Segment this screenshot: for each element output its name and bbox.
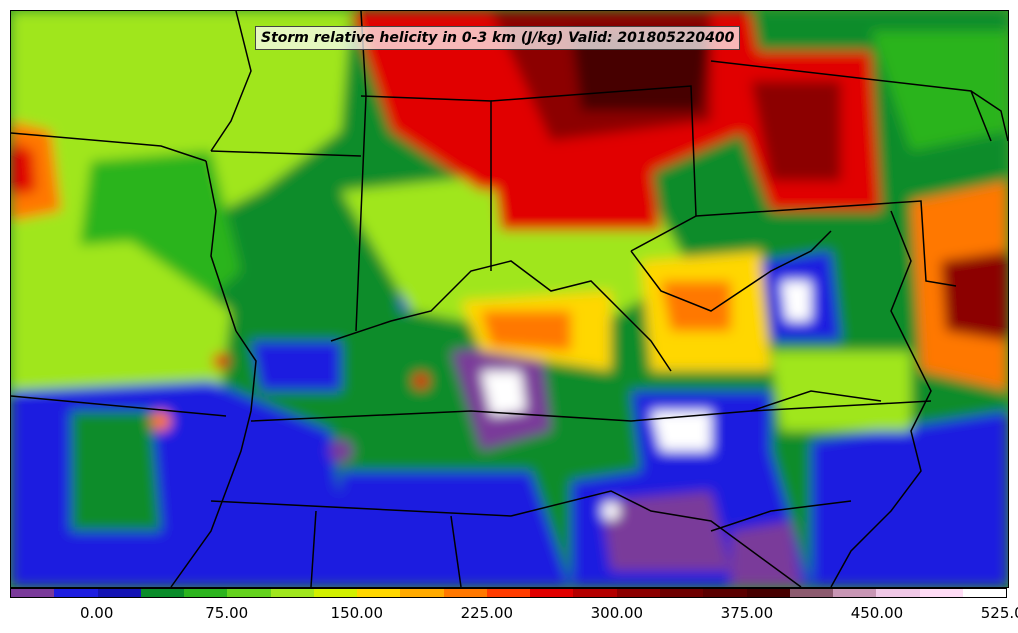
boundary-ia-mn — [11, 132, 207, 162]
colorbar-tick-label: 225.00 — [460, 604, 514, 622]
shade-c-white — [481, 371, 526, 416]
colorbar-swatch — [227, 589, 271, 597]
colorbar-swatch — [443, 589, 487, 597]
shade-storm-1 — [151, 411, 171, 431]
colorbar-swatch — [54, 589, 98, 597]
colorbar-tick-label: 0.00 — [79, 604, 114, 622]
colorbar-swatch — [962, 589, 1007, 597]
shade-tn-white — [651, 411, 711, 451]
colorbar-swatch — [357, 589, 401, 597]
colorbar-swatch — [11, 589, 55, 597]
shade-storm-3 — [329, 439, 353, 463]
helicity-field-map — [11, 11, 1008, 587]
shade-wv-orange — [661, 281, 731, 331]
map-title: Storm relative helicity in 0-3 km (J/kg)… — [255, 26, 741, 50]
shade-e-darkred — [941, 251, 1008, 341]
colorbar — [10, 588, 1007, 598]
colorbar-tick-label: 525.00 — [980, 604, 1018, 622]
shade-ne-green — [871, 31, 1008, 151]
shade-nc-lime — [771, 351, 911, 431]
boundary-ga-sc — [510, 490, 802, 587]
shade-storm-4 — [213, 353, 229, 369]
boundary-nc-sc — [710, 500, 852, 532]
boundary-ky-tn — [250, 400, 932, 422]
colorbar-tick-label: 375.00 — [720, 604, 774, 622]
colorbar-swatch — [703, 589, 747, 597]
shade-w-lime — [11, 241, 231, 391]
boundary-pa-md — [695, 200, 957, 287]
colorbar-swatch — [140, 589, 185, 597]
colorbar-swatch — [833, 589, 877, 597]
colorbar-swatch — [184, 589, 228, 597]
boundary-wi-il — [210, 150, 362, 157]
boundary-tn-ms — [210, 500, 512, 517]
boundary-oh-pa — [490, 85, 697, 252]
shade-se-purple-2 — [731, 521, 801, 587]
shade-west-orange — [11, 121, 61, 221]
shade-c-blue — [251, 341, 341, 391]
colorbar-tick-label: 300.00 — [590, 604, 644, 622]
boundary-atlantic-coast — [830, 210, 932, 587]
colorbar-tick-label: 75.00 — [205, 604, 249, 622]
colorbar-swatch — [530, 589, 574, 597]
shade-pa-darkred — [751, 81, 841, 181]
shade-storm-5 — [602, 502, 620, 520]
colorbar-swatch — [616, 589, 660, 597]
boundary-ohio-river — [330, 260, 672, 372]
shade-west-red — [11, 141, 36, 196]
colorbar-swatch — [659, 589, 704, 597]
shade-oh-red — [491, 161, 661, 231]
colorbar-swatch — [746, 589, 790, 597]
shade-n-maroon — [571, 31, 711, 111]
boundary-wv-va — [630, 230, 832, 312]
shade-se-purple — [601, 491, 731, 571]
state-boundaries — [11, 11, 1008, 587]
colorbar-tick-labels: 0.00 75.00 150.00 225.00 300.00 375.00 450.00 5… — [0, 600, 1018, 624]
boundary-ms-al — [310, 510, 317, 587]
shade-va-white — [781, 281, 811, 321]
colorbar-swatch — [270, 589, 314, 597]
map-area: Storm relative helicity in 0-3 km (J/kg)… — [10, 10, 1009, 588]
colorbar-swatch — [313, 589, 358, 597]
colorbar-swatch — [486, 589, 531, 597]
colorbar-swatch — [400, 589, 444, 597]
boundary-va-nc — [750, 390, 882, 412]
helicity-shading — [11, 11, 1008, 587]
colorbar-swatch — [919, 589, 963, 597]
shade-mid-orange — [481, 311, 571, 351]
colorbar-swatch — [876, 589, 920, 597]
shade-storm-2 — [413, 373, 429, 389]
boundary-wi-il-west — [210, 11, 252, 152]
colorbar-swatch — [789, 589, 834, 597]
colorbar-swatch — [573, 589, 617, 597]
colorbar-swatch — [97, 589, 141, 597]
boundary-ia-il — [205, 160, 237, 332]
boundary-ne-coast — [970, 90, 1008, 142]
shade-sw-darkgreen — [71, 411, 161, 531]
shade-s-blue — [331, 471, 571, 587]
boundary-mississippi-river — [170, 330, 257, 587]
shade-e-blue — [811, 411, 1008, 587]
colorbar-tick-label: 450.00 — [850, 604, 904, 622]
boundary-al-ga — [450, 515, 462, 587]
colorbar-tick-label: 150.00 — [330, 604, 384, 622]
boundary-mo-ar — [11, 395, 227, 417]
